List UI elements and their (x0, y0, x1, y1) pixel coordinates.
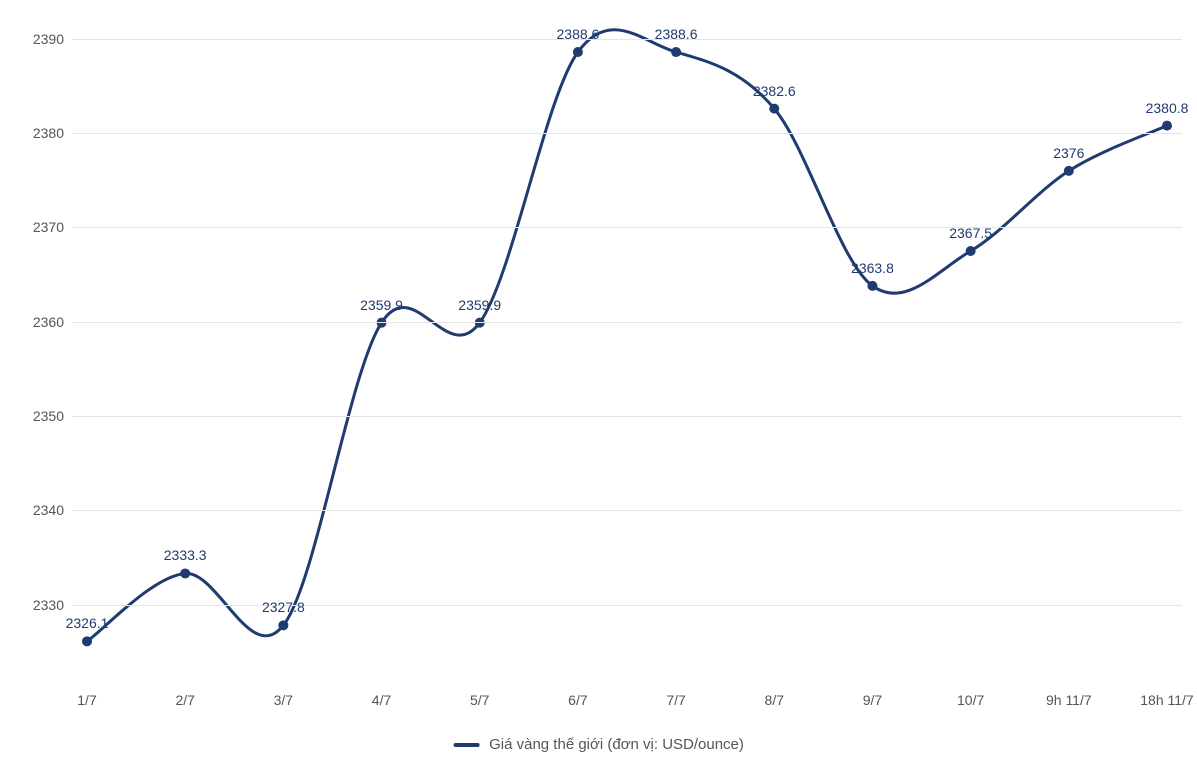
x-tick-label: 5/7 (470, 680, 489, 708)
x-tick-label: 3/7 (274, 680, 293, 708)
x-tick-label: 6/7 (568, 680, 587, 708)
chart-legend: Giá vàng thế giới (đơn vị: USD/ounce) (453, 736, 744, 753)
data-line (87, 30, 1167, 642)
data-point (769, 104, 779, 114)
y-tick-label: 2330 (33, 597, 72, 613)
x-tick-label: 1/7 (77, 680, 96, 708)
gridline (72, 227, 1182, 228)
point-label: 2388.6 (556, 26, 599, 42)
y-tick-label: 2360 (33, 314, 72, 330)
data-point (180, 568, 190, 578)
point-label: 2327.8 (262, 599, 305, 615)
y-tick-label: 2370 (33, 219, 72, 235)
data-point (867, 281, 877, 291)
legend-swatch (453, 743, 479, 747)
point-label: 2363.8 (851, 260, 894, 276)
gridline (72, 322, 1182, 323)
data-point (82, 636, 92, 646)
x-tick-label: 7/7 (666, 680, 685, 708)
gridline (72, 133, 1182, 134)
y-tick-label: 2390 (33, 31, 72, 47)
point-label: 2326.1 (66, 615, 109, 631)
data-point (573, 47, 583, 57)
point-label: 2333.3 (164, 547, 207, 563)
point-label: 2367.5 (949, 225, 992, 241)
x-tick-label: 9h 11/7 (1046, 680, 1092, 708)
x-tick-label: 4/7 (372, 680, 391, 708)
point-label: 2376 (1053, 145, 1084, 161)
point-label: 2380.8 (1146, 100, 1189, 116)
chart-svg (72, 20, 1182, 680)
plot-area: 23302340235023602370238023901/72/73/74/7… (72, 20, 1182, 680)
y-tick-label: 2350 (33, 408, 72, 424)
point-label: 2359.9 (360, 297, 403, 313)
point-label: 2382.6 (753, 83, 796, 99)
x-tick-label: 8/7 (765, 680, 784, 708)
gridline (72, 510, 1182, 511)
legend-label: Giá vàng thế giới (đơn vị: USD/ounce) (489, 736, 744, 753)
x-tick-label: 2/7 (175, 680, 194, 708)
data-point (1064, 166, 1074, 176)
x-tick-label: 18h 11/7 (1140, 680, 1193, 708)
x-tick-label: 10/7 (957, 680, 984, 708)
gridline (72, 39, 1182, 40)
gridline (72, 605, 1182, 606)
point-label: 2359.9 (458, 297, 501, 313)
gold-price-chart: 2330 2340 2350 2360 2370 2380 2390 1/7 2/7 3/7 4/7… (0, 0, 1197, 770)
y-tick-label: 2340 (33, 502, 72, 518)
data-point (278, 620, 288, 630)
gridline (72, 416, 1182, 417)
data-point (671, 47, 681, 57)
y-tick-label: 2380 (33, 125, 72, 141)
data-point (966, 246, 976, 256)
point-label: 2388.6 (655, 26, 698, 42)
data-point (1162, 121, 1172, 131)
x-tick-label: 9/7 (863, 680, 882, 708)
